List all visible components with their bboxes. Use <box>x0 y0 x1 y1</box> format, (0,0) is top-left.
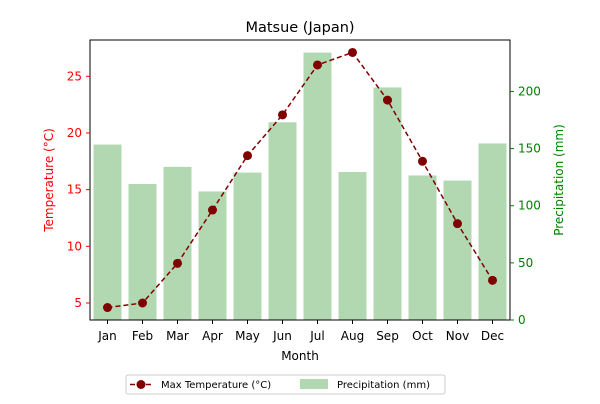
right-tick-label-200: 200 <box>518 84 541 98</box>
x-tick-label-may: May <box>235 329 260 343</box>
temperature-point-aug <box>348 47 357 57</box>
x-axis-label: Month <box>281 349 319 363</box>
x-tick-label-aug: Aug <box>341 329 364 343</box>
precipitation-bar-dec <box>478 143 507 320</box>
precipitation-bar-feb <box>128 184 157 320</box>
left-axis-label: Temperature (°C) <box>42 128 56 233</box>
right-tick-label-50: 50 <box>518 256 533 270</box>
temperature-point-jun <box>278 110 287 120</box>
precipitation-bar-mar <box>163 166 192 320</box>
x-tick-label-apr: Apr <box>202 329 223 343</box>
legend-frame <box>125 374 446 395</box>
legend-entry-precipitation: Precipitation (mm) <box>300 379 430 391</box>
left-tick-label-10: 10 <box>67 239 82 253</box>
axes: Jan Feb Mar Apr May Jun Jul Aug Sep Oct Nov Dec 5 10 1… <box>67 39 541 343</box>
temperature-point-nov <box>453 219 462 229</box>
left-tick-label-25: 25 <box>67 69 82 83</box>
left-tick-label-5: 5 <box>74 296 82 310</box>
temperature-series-line <box>107 51 494 309</box>
x-tick-label-jul: Jul <box>309 329 324 343</box>
precipitation-bar-aug <box>338 172 367 320</box>
legend-label-precipitation: Precipitation (mm) <box>337 380 430 391</box>
legend-entry-temperature: Max Temperature (°C) <box>130 380 271 391</box>
temperature-point-feb <box>138 298 147 308</box>
right-tick-label-0: 0 <box>518 313 526 327</box>
legend: Max Temperature (°C) Precipitation (mm) <box>125 374 446 395</box>
x-tick-label-feb: Feb <box>132 329 153 343</box>
precipitation-bar-jul <box>303 52 332 320</box>
temperature-point-may <box>243 151 252 161</box>
precipitation-bar-sep <box>373 87 402 321</box>
temperature-point-mar <box>173 258 182 268</box>
x-tick-label-mar: Mar <box>166 329 189 343</box>
x-tick-label-jun: Jun <box>272 329 292 343</box>
legend-swatch-precipitation <box>300 379 328 389</box>
plot-frame <box>89 39 511 321</box>
legend-swatch-temperature-marker <box>136 380 146 389</box>
right-tick-label-100: 100 <box>518 199 541 213</box>
temperature-point-apr <box>208 205 217 215</box>
left-tick-label-15: 15 <box>67 183 82 197</box>
temperature-point-dec <box>488 275 497 285</box>
temperature-point-jan <box>103 303 112 313</box>
precipitation-bar-jun <box>268 122 297 320</box>
precipitation-bar-jan <box>93 144 122 320</box>
x-tick-label-dec: Dec <box>481 329 504 343</box>
x-tick-label-nov: Nov <box>446 329 469 343</box>
precipitation-bars <box>93 52 507 321</box>
legend-label-temperature: Max Temperature (°C) <box>161 380 271 391</box>
precipitation-bar-oct <box>408 175 437 320</box>
temperature-point-oct <box>418 156 427 166</box>
temperature-line <box>103 47 497 313</box>
x-tick-label-jan: Jan <box>97 329 117 343</box>
x-tick-label-sep: Sep <box>376 329 399 343</box>
precipitation-bar-may <box>233 172 262 320</box>
temperature-point-jul <box>313 60 322 70</box>
precipitation-bar-nov <box>443 180 472 320</box>
left-tick-label-20: 20 <box>67 126 82 140</box>
x-tick-label-oct: Oct <box>412 329 433 343</box>
chart-title: Matsue (Japan) <box>245 20 354 36</box>
temperature-point-sep <box>383 95 392 105</box>
right-axis-label: Precipitation (mm) <box>552 124 566 236</box>
right-tick-label-150: 150 <box>518 142 541 156</box>
